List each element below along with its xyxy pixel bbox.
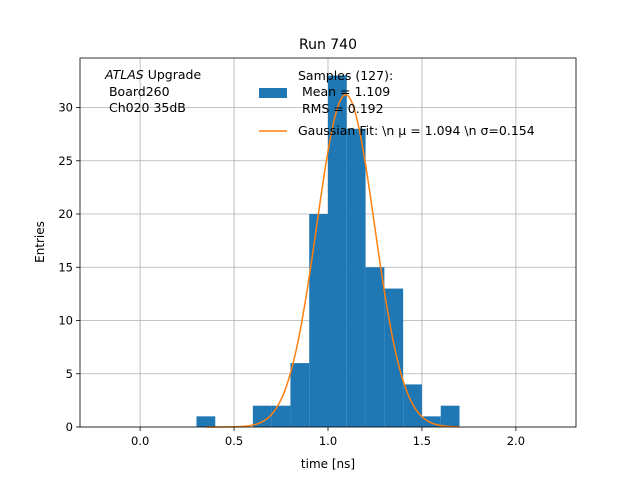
histogram-bar	[271, 405, 291, 427]
legend-histogram-line-2: Mean = 1.109	[298, 84, 390, 99]
histogram-bars	[196, 75, 460, 428]
x-tick-label: 1.5	[413, 434, 431, 448]
y-tick-label: 30	[58, 101, 73, 115]
y-tick-label: 5	[66, 367, 73, 381]
chart-title: Run 740	[299, 37, 357, 53]
histogram-bar	[328, 75, 347, 428]
x-axis-label: time [ns]	[301, 457, 355, 471]
legend-histogram-line-3: RMS = 0.192	[298, 101, 384, 116]
histogram-bar	[309, 214, 328, 427]
histogram-bar	[346, 128, 366, 427]
y-tick-label: 25	[58, 154, 73, 168]
y-axis-ticks: 0 5 10 15 20 25 30	[58, 101, 80, 434]
annotation-line-3: Ch020 35dB	[105, 100, 186, 115]
gaussian-fit-curve	[205, 93, 460, 428]
plot-area	[79, 57, 577, 428]
legend: Samples (127): Mean = 1.109 RMS = 0.192 …	[259, 68, 535, 138]
x-tick-label: 0.0	[131, 434, 149, 448]
y-tick-label: 10	[58, 314, 73, 328]
histogram-bar	[196, 416, 216, 427]
y-tick-label: 20	[58, 207, 73, 221]
histogram-bar	[365, 267, 385, 427]
x-tick-label: 2.0	[507, 434, 525, 448]
histogram-bar	[421, 416, 441, 427]
legend-histogram-swatch	[259, 88, 287, 98]
x-axis-ticks: 0.0 0.5 1.0 1.5 2.0	[131, 427, 525, 448]
histogram-bar	[440, 405, 460, 427]
atlas-annotation: ATLAS Upgrade Board260 Ch020 35dB	[104, 67, 201, 115]
y-axis-label: Entries	[33, 221, 47, 263]
histogram-bar	[252, 405, 272, 427]
x-tick-label: 0.5	[225, 434, 243, 448]
histogram-bar	[290, 363, 310, 427]
y-tick-label: 15	[58, 260, 73, 274]
y-tick-label: 0	[66, 420, 73, 434]
annotation-line-2: Board260	[105, 84, 170, 99]
annotation-line-1: ATLAS Upgrade	[104, 67, 201, 82]
x-tick-label: 1.0	[319, 434, 337, 448]
annotation-atlas: ATLAS	[104, 67, 144, 82]
annotation-upgrade: Upgrade	[144, 67, 202, 82]
legend-fit-label: Gaussian Fit: \n μ = 1.094 \n σ=0.154	[298, 123, 535, 138]
legend-histogram-line-1: Samples (127):	[298, 68, 393, 83]
